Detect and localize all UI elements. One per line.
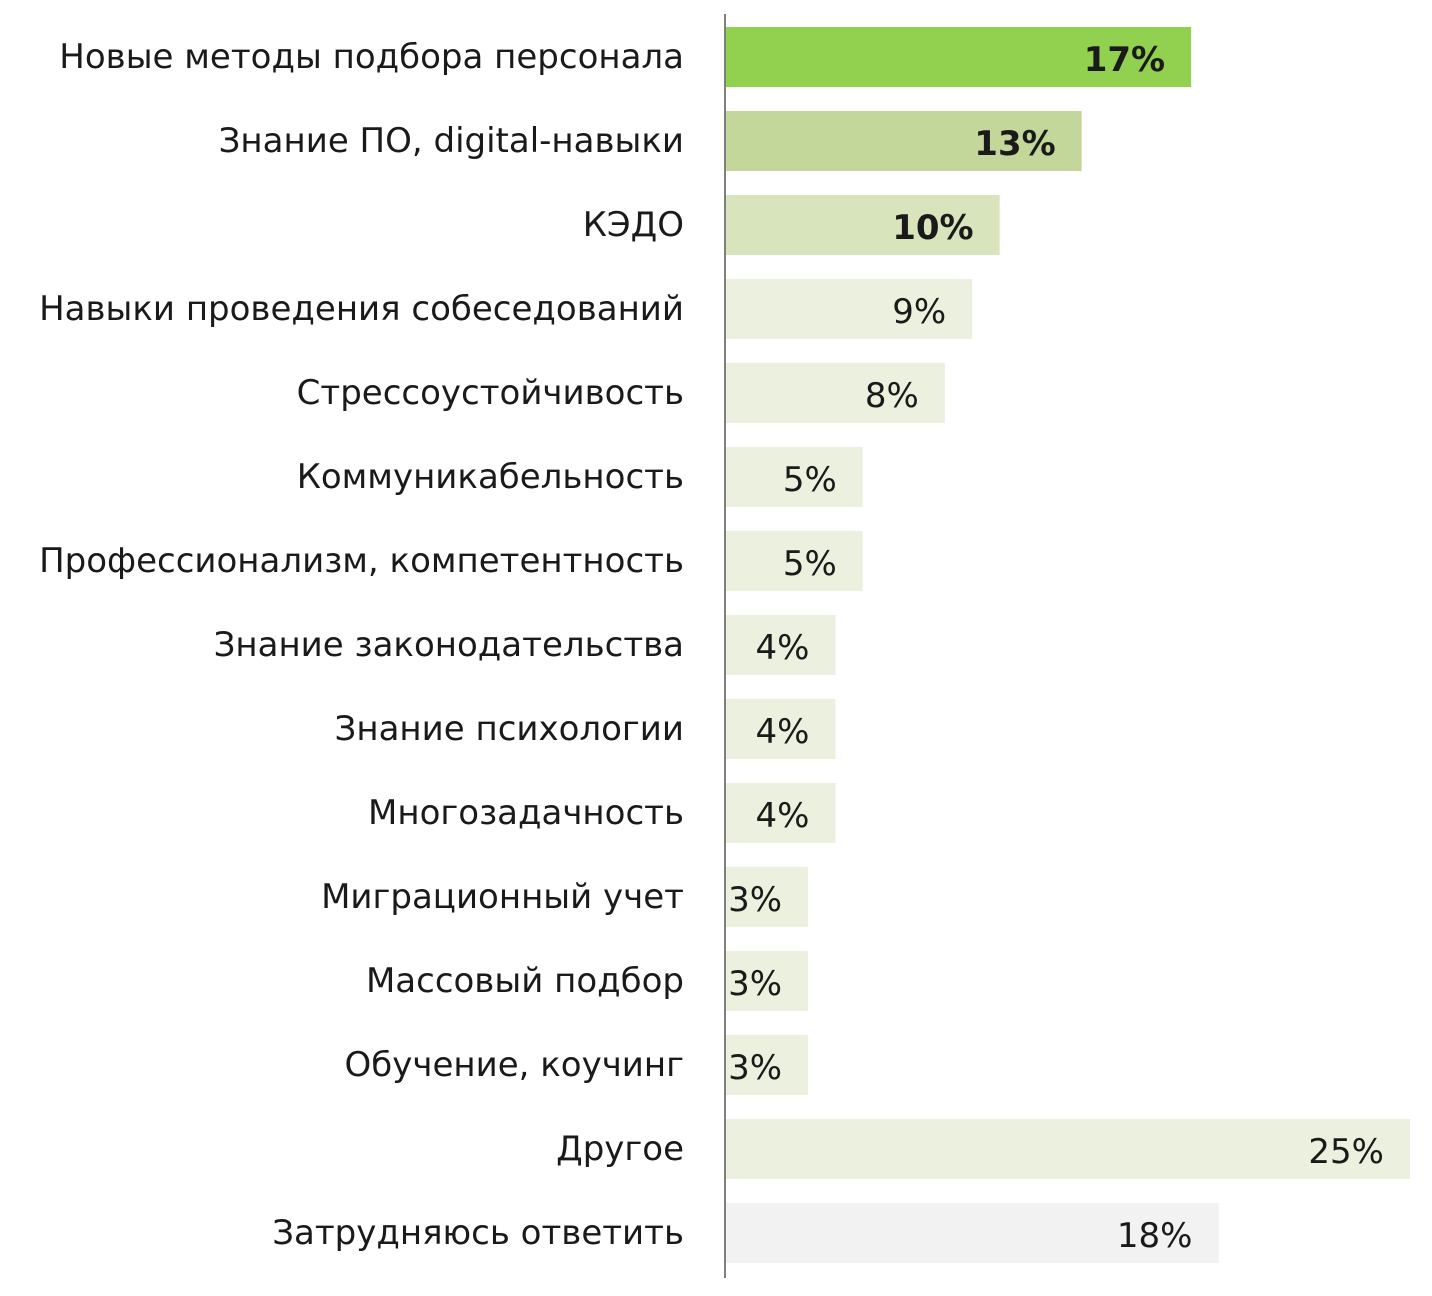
bar: [726, 699, 836, 759]
value-label: 8%: [865, 376, 919, 416]
category-label: Массовый подбор: [366, 961, 684, 1001]
value-label: 13%: [974, 124, 1055, 164]
category-label: Стрессоустойчивость: [297, 373, 684, 413]
value-label: 4%: [755, 628, 809, 668]
category-label: Профессионализм, компетентность: [39, 541, 684, 581]
bar: [726, 195, 1000, 255]
value-label: 9%: [892, 292, 946, 332]
category-label: Знание законодательства: [214, 625, 684, 665]
value-labels: 17% 13% 10% 9% 8% 5% 5% 4% 4% 4% 3% 3% 3% 25% 18%: [728, 40, 1384, 1256]
category-label: Многозадачность: [368, 793, 684, 833]
bar: [726, 1119, 1410, 1179]
value-label: 25%: [1308, 1132, 1384, 1172]
value-label: 3%: [728, 1048, 782, 1088]
bar: [726, 27, 1192, 87]
category-label: КЭДО: [583, 205, 684, 245]
bar: [726, 867, 809, 927]
bar: [726, 447, 863, 507]
category-label: Миграционный учет: [321, 877, 684, 917]
bar: [726, 1203, 1219, 1263]
bar: [726, 615, 836, 675]
bar: [726, 951, 809, 1011]
bar: [726, 783, 836, 843]
value-label: 17%: [1084, 40, 1165, 80]
category-label: Коммуникабельность: [297, 457, 684, 497]
value-label: 5%: [783, 460, 837, 500]
value-label: 18%: [1117, 1216, 1193, 1256]
value-label: 4%: [755, 796, 809, 836]
bars-layer: [726, 27, 1410, 1263]
category-label: Новые методы подбора персонала: [59, 37, 684, 77]
value-label: 5%: [783, 544, 837, 584]
value-label: 3%: [728, 880, 782, 920]
category-label: Затрудняюсь ответить: [272, 1213, 684, 1253]
value-label: 10%: [892, 208, 973, 248]
category-label: Другое: [556, 1129, 684, 1169]
bar: [726, 111, 1082, 171]
value-label: 3%: [728, 964, 782, 1004]
category-label: Навыки проведения собеседований: [39, 289, 684, 329]
bar: [726, 1035, 809, 1095]
value-label: 4%: [755, 712, 809, 752]
category-label: Знание психологии: [335, 709, 684, 749]
bar: [726, 531, 863, 591]
category-label: Обучение, коучинг: [345, 1045, 684, 1085]
category-label: Знание ПО, digital-навыки: [219, 121, 684, 161]
category-labels: Новые методы подбора персонала Знание ПО,…: [39, 37, 684, 1253]
bar: [726, 363, 945, 423]
bar: [726, 279, 973, 339]
